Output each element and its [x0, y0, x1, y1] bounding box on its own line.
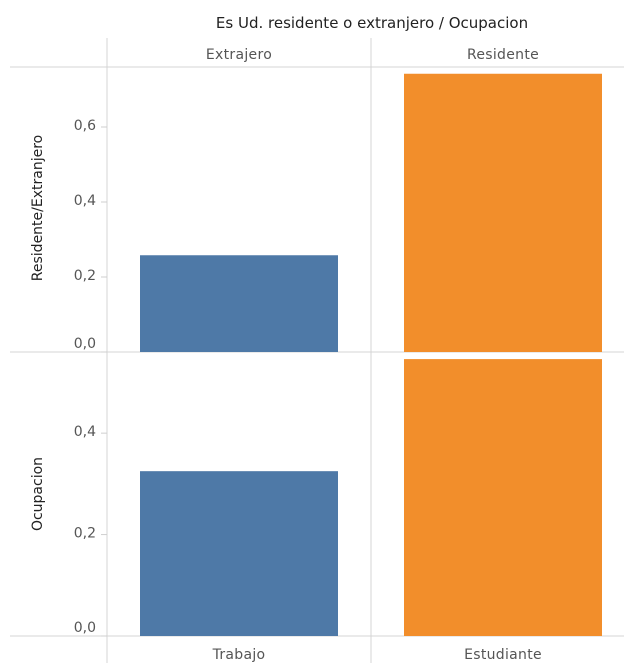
bottom-label-estudiante: Estudiante — [464, 647, 542, 663]
y-tick-label: 0,4 — [74, 424, 96, 440]
bar-estudiante[interactable] — [404, 359, 602, 636]
y-tick-label: 0,0 — [74, 620, 96, 636]
bottom-label-trabajo: Trabajo — [212, 647, 266, 663]
y-tick-label: 0,4 — [74, 193, 96, 209]
y-tick-label: 0,2 — [74, 268, 96, 284]
bar-trabajo[interactable] — [140, 471, 338, 636]
bar-extrajero[interactable] — [140, 255, 338, 352]
y-tick-label: 0,2 — [74, 526, 96, 542]
y-tick-label: 0,0 — [74, 336, 96, 352]
bar-residente[interactable] — [404, 73, 602, 352]
column-header-residente: Residente — [467, 47, 539, 63]
column-header-extrajero: Extrajero — [206, 47, 272, 63]
chart-title: Es Ud. residente o extranjero / Ocupacio… — [216, 14, 528, 32]
chart-marks: 0,0 0,2 0,4 0,6 0,0 0,2 0,4 — [74, 73, 602, 637]
y-axis-title-ocupacion: Ocupacion — [30, 457, 46, 531]
y-tick-label: 0,6 — [74, 118, 96, 134]
y-axis-title-residente-extranjero: Residente/Extranjero — [30, 135, 46, 281]
